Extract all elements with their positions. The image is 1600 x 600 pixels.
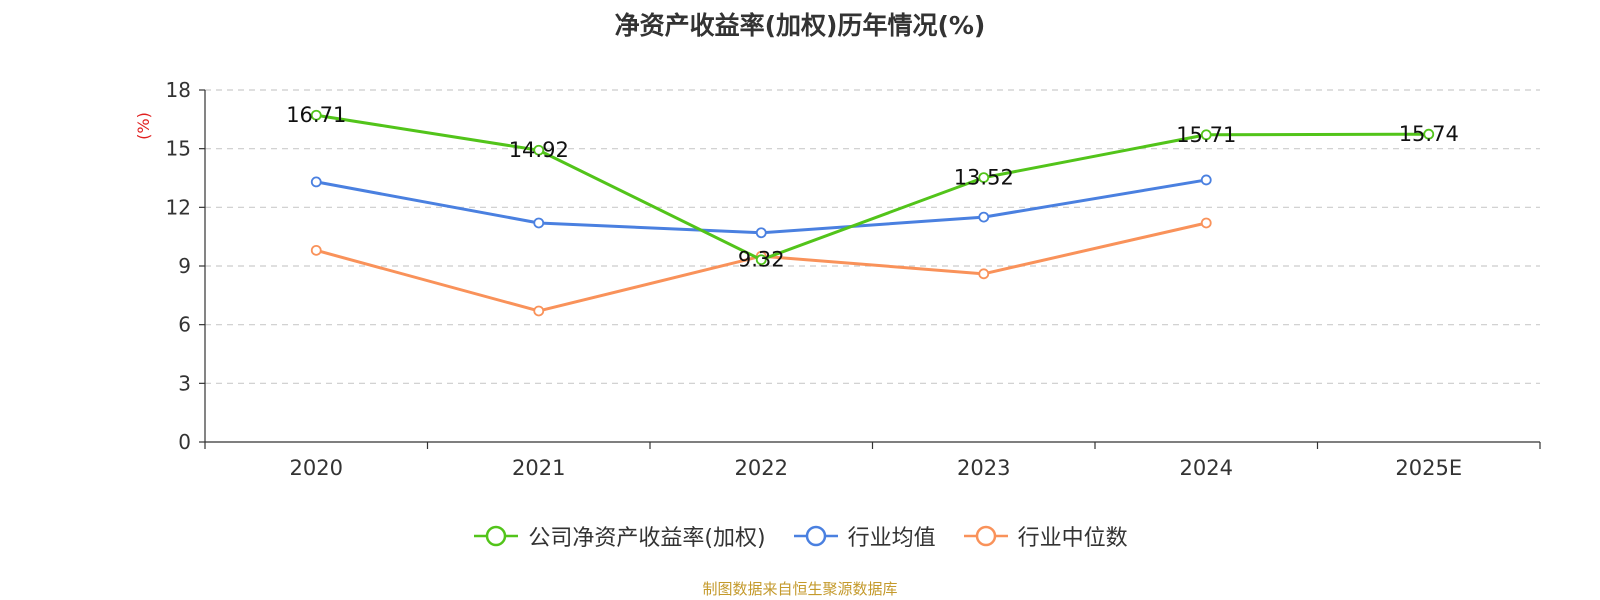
- data-point: [310, 244, 322, 256]
- data-point: [533, 305, 545, 317]
- data-label: 15.71: [1176, 123, 1236, 147]
- series-line: [315, 178, 1207, 235]
- data-point: [533, 217, 545, 229]
- data-point: [310, 176, 322, 188]
- y-tick-label: 18: [166, 78, 191, 102]
- data-point: [755, 254, 767, 266]
- x-tick-label: 2025E: [1395, 456, 1462, 480]
- legend-label: 行业中位数: [1017, 526, 1128, 551]
- data-point: [310, 109, 322, 121]
- data-point: [978, 172, 990, 184]
- data-point: [533, 144, 545, 156]
- data-label: 16.71: [286, 103, 346, 127]
- data-point: [755, 227, 767, 239]
- legend-item[interactable]: 行业均值: [792, 520, 936, 552]
- data-point: [1200, 129, 1212, 141]
- y-tick-label: 3: [178, 371, 191, 395]
- data-label: 15.74: [1399, 122, 1459, 146]
- x-tick-label: 2022: [735, 456, 788, 480]
- grid-lines: [205, 89, 1540, 384]
- legend-label: 公司净资产收益率(加权): [528, 526, 766, 551]
- x-tick-label: 2020: [290, 456, 343, 480]
- x-tick-label: 2024: [1180, 456, 1233, 480]
- legend-label: 行业均值: [847, 526, 936, 551]
- legend-marker-icon: [793, 525, 838, 547]
- data-point: [1200, 174, 1212, 186]
- data-labels: 16.71 14.92 9.32 13.52 15.71 15.74: [286, 103, 1459, 272]
- legend-item[interactable]: 行业中位数: [962, 520, 1128, 552]
- data-point: [1423, 128, 1435, 140]
- data-label: 13.52: [954, 166, 1014, 190]
- x-tick-label: 2023: [957, 456, 1010, 480]
- data-label: 9.32: [738, 248, 785, 272]
- legend-marker-icon: [963, 525, 1008, 547]
- data-point: [978, 211, 990, 223]
- x-tick-label: 2021: [512, 456, 565, 480]
- legend-marker-icon: [474, 525, 519, 547]
- chart-title: 净资产收益率(加权)历年情况(%): [614, 11, 986, 40]
- legend-item[interactable]: 公司净资产收益率(加权): [472, 520, 766, 552]
- series-lines: [310, 109, 1435, 317]
- y-tick-label: 12: [166, 195, 191, 219]
- y-tick-label: 0: [178, 430, 191, 454]
- data-point: [978, 268, 990, 280]
- data-point: [1200, 217, 1212, 229]
- source-note: 制图数据来自恒生聚源数据库: [702, 580, 898, 598]
- y-tick-label: 6: [178, 313, 191, 337]
- y-tick-label: 9: [178, 254, 191, 278]
- series-line: [316, 113, 1429, 262]
- y-axis-label: (%): [134, 112, 153, 140]
- axes: 0 3 6 9 12 15 18 (%) 2020 2021 2022 2023 2024 2025E: [134, 78, 1541, 480]
- y-tick-label: 15: [166, 137, 191, 161]
- legend: 公司净资产收益率(加权) 行业均值 行业中位数: [0, 520, 1600, 552]
- data-label: 14.92: [509, 138, 569, 162]
